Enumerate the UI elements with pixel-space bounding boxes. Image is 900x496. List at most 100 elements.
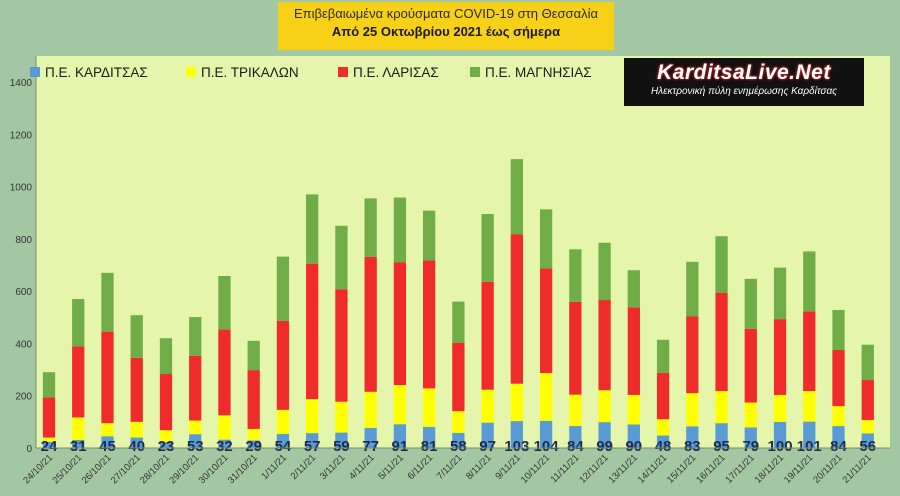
legend-label: Π.Ε. ΜΑΓΝΗΣΙΑΣ xyxy=(485,65,592,80)
x-tick-label: 29/10/21 xyxy=(167,452,201,486)
x-tick-label: 2/11/21 xyxy=(289,452,319,482)
bar-segment-4 xyxy=(832,309,845,350)
bar-segment-1 xyxy=(159,441,173,448)
x-tick-label: 15/11/21 xyxy=(665,452,698,485)
data-label: 77 xyxy=(362,438,379,455)
bar-segment-1 xyxy=(481,422,494,448)
data-label: 79 xyxy=(742,438,759,455)
y-tick-label: 1400 xyxy=(10,78,33,89)
x-tick-label: 31/10/21 xyxy=(226,452,260,486)
bar-segment-1 xyxy=(686,426,699,448)
x-tick-label: 7/11/21 xyxy=(435,452,465,482)
bar-segment-2 xyxy=(686,393,699,427)
bar-segment-2 xyxy=(364,391,377,428)
bar-segment-4 xyxy=(452,301,465,343)
bar-segment-2 xyxy=(189,420,202,435)
y-tick-label: 800 xyxy=(15,235,32,246)
bar-segment-3 xyxy=(539,268,553,373)
bar-segment-4 xyxy=(715,236,728,293)
bar-segment-4 xyxy=(101,272,114,332)
data-label: 24 xyxy=(41,438,58,455)
data-label: 29 xyxy=(245,438,262,455)
bar-segment-3 xyxy=(832,349,845,407)
bar-segment-1 xyxy=(773,421,787,448)
bar-segment-1 xyxy=(101,436,114,448)
data-label: 101 xyxy=(797,438,822,455)
data-label: 54 xyxy=(275,438,292,455)
bar-segment-4 xyxy=(481,214,494,282)
bar-segment-2 xyxy=(452,411,465,433)
bar-segment-3 xyxy=(335,289,348,402)
bar-segment-4 xyxy=(42,372,56,398)
bar-segment-1 xyxy=(744,427,757,448)
legend-label: Π.Ε. ΤΡΙΚΑΛΩΝ xyxy=(201,65,299,80)
chart-title: Επιβεβαιωμένα κρούσματα COVID-19 στη Θεσ… xyxy=(293,6,599,21)
bar-segment-3 xyxy=(715,292,728,392)
data-label: 100 xyxy=(768,438,793,455)
bar-segment-2 xyxy=(715,391,728,424)
bar-segment-2 xyxy=(276,409,290,434)
bar-segment-1 xyxy=(598,422,611,448)
bar-segment-4 xyxy=(72,298,85,347)
bar-segment-2 xyxy=(481,389,494,423)
x-tick-label: 4/11/21 xyxy=(347,452,377,482)
bar-segment-2 xyxy=(832,406,845,427)
bar-segment-2 xyxy=(101,423,114,437)
x-tick-label: 13/11/21 xyxy=(607,452,640,485)
bar-segment-3 xyxy=(276,320,290,410)
bar-segment-4 xyxy=(159,338,173,375)
data-label: 84 xyxy=(567,438,584,455)
x-tick-label: 20/11/21 xyxy=(811,452,844,485)
chart-title-box: Επιβεβαιωμένα κρούσματα COVID-19 στη Θεσ… xyxy=(278,2,614,50)
bar-segment-3 xyxy=(569,301,582,395)
bar-segment-3 xyxy=(393,262,407,385)
bar-segment-3 xyxy=(861,380,874,421)
data-label: 57 xyxy=(304,438,321,455)
data-label: 59 xyxy=(333,438,350,455)
bar-segment-3 xyxy=(452,342,465,412)
y-tick-label: 1000 xyxy=(10,183,33,194)
bar-segment-1 xyxy=(656,435,670,448)
bar-segment-1 xyxy=(393,424,407,448)
bar-segment-4 xyxy=(247,340,260,371)
legend-swatch xyxy=(30,67,40,77)
data-label: 58 xyxy=(450,438,467,455)
data-label: 56 xyxy=(859,438,876,455)
x-tick-label: 16/11/21 xyxy=(694,452,727,485)
x-tick-label: 10/11/21 xyxy=(519,452,552,485)
bar-segment-1 xyxy=(130,437,143,448)
bar-segment-4 xyxy=(803,251,816,312)
bar-segment-3 xyxy=(773,319,787,395)
x-tick-label: 6/11/21 xyxy=(406,452,436,482)
bar-segment-4 xyxy=(189,317,202,356)
legend-label: Π.Ε. ΛΑΡΙΣΑΣ xyxy=(353,65,439,80)
bar-segment-4 xyxy=(686,261,699,317)
bar-segment-1 xyxy=(569,426,582,448)
data-label: 84 xyxy=(830,438,847,455)
bar-segment-2 xyxy=(393,384,407,425)
bar-segment-4 xyxy=(569,249,582,302)
bar-segment-3 xyxy=(130,357,143,422)
data-label: 83 xyxy=(684,438,701,455)
bar-segment-3 xyxy=(42,397,56,438)
bar-segment-2 xyxy=(159,430,173,442)
y-tick-label: 1200 xyxy=(10,130,33,141)
bar-segment-1 xyxy=(276,433,290,448)
bar-segment-3 xyxy=(101,331,114,424)
bar-segment-2 xyxy=(861,420,874,434)
x-tick-label: 12/11/21 xyxy=(577,452,610,485)
bar-segment-4 xyxy=(656,339,670,373)
legend-swatch xyxy=(470,67,480,77)
bar-segment-2 xyxy=(42,437,56,442)
bar-segment-3 xyxy=(422,260,436,389)
data-labels: 24 31 45 40 23 53 32 29 54 57 59 77 91 81 58 97 103 104 84… xyxy=(41,438,876,455)
data-label: 81 xyxy=(421,438,438,455)
data-label: 23 xyxy=(158,438,175,455)
legend: Π.Ε. ΚΑΡΔΙΤΣΑΣ Π.Ε. ΤΡΙΚΑΛΩΝ Π.Ε. ΛΑΡΙΣΑΣ Π… xyxy=(30,65,592,80)
y-tick-label: 400 xyxy=(15,339,32,350)
bar-segment-2 xyxy=(656,419,670,436)
data-label: 32 xyxy=(216,438,233,455)
bar-segment-4 xyxy=(335,225,348,290)
bar-segment-2 xyxy=(627,394,640,425)
bar-segment-3 xyxy=(744,328,757,403)
